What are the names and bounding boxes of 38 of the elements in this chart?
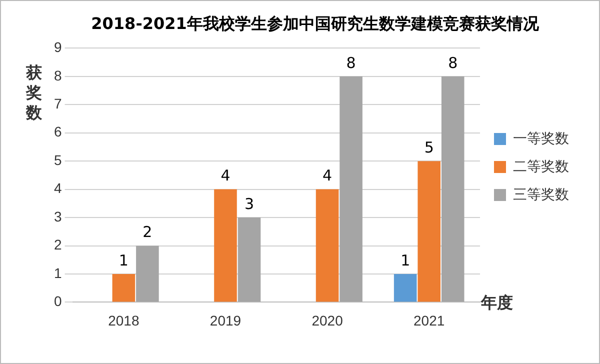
- bar: [394, 274, 417, 302]
- y-tick-label: 7: [54, 96, 62, 112]
- legend-label: 二等奖数: [513, 158, 569, 174]
- data-label: 5: [424, 138, 434, 156]
- data-label: 4: [220, 166, 230, 185]
- bar: [136, 246, 159, 302]
- data-label: 3: [244, 194, 254, 213]
- y-tick-label: 3: [54, 208, 62, 224]
- x-tick-label: 2021: [414, 312, 445, 328]
- data-label: 4: [322, 166, 332, 185]
- bar: [316, 189, 339, 302]
- legend-label: 三等奖数: [513, 186, 569, 202]
- bar: [418, 161, 440, 302]
- x-axis-title: 年度: [481, 293, 513, 314]
- y-tick-label: 9: [54, 39, 62, 56]
- bar: [214, 189, 237, 302]
- data-label: 8: [346, 54, 356, 72]
- y-tick-label: 5: [54, 152, 62, 168]
- bar: [441, 76, 464, 302]
- x-tick-label: 2020: [312, 312, 344, 328]
- bar: [340, 76, 362, 302]
- data-label: 2: [142, 223, 152, 242]
- x-tick-label: 2019: [210, 312, 242, 328]
- y-tick-label: 2: [54, 236, 62, 253]
- data-label: 8: [448, 54, 458, 72]
- chart-title: 2018-2021年我校学生参加中国研究生数学建模竞赛获奖情况: [91, 14, 540, 33]
- y-tick-label: 0: [54, 293, 62, 310]
- bar: [112, 274, 136, 302]
- data-label: 1: [400, 251, 410, 270]
- y-tick-label: 8: [54, 67, 62, 84]
- data-label: 1: [118, 251, 128, 270]
- y-tick-label: 4: [54, 180, 62, 196]
- legend-label: 一等奖数: [513, 130, 569, 146]
- x-tick-label: 2018: [108, 312, 140, 328]
- y-tick-label: 6: [54, 124, 62, 140]
- bar: [238, 218, 261, 302]
- y-axis-title: 获奖数: [25, 63, 43, 123]
- y-tick-label: 1: [54, 264, 62, 281]
